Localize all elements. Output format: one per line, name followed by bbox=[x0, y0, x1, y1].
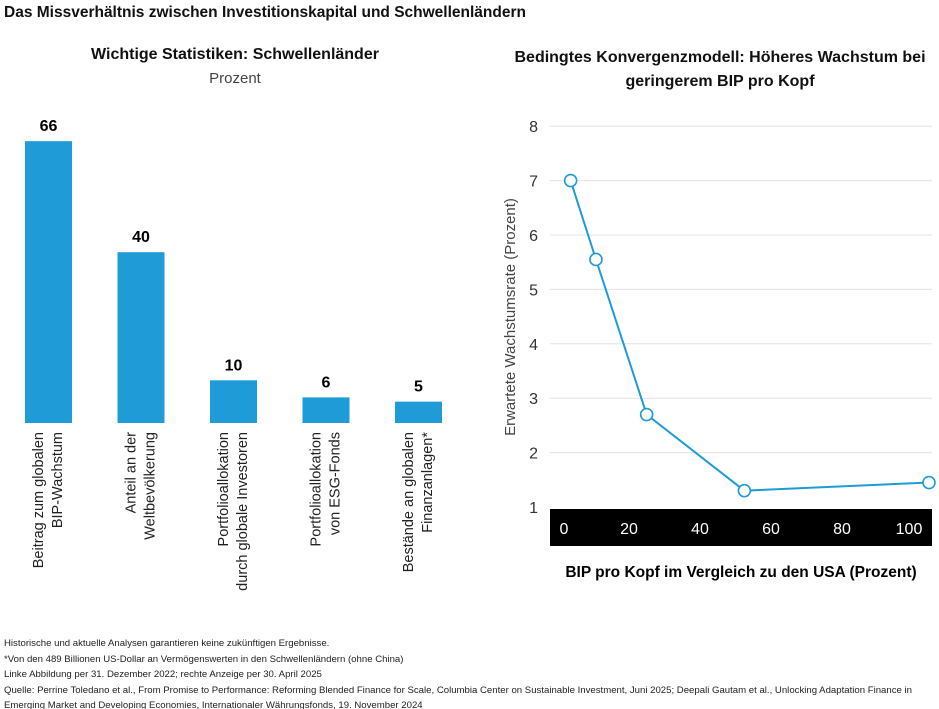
y-tick-label: 7 bbox=[529, 174, 538, 191]
bar-value-label: 10 bbox=[225, 357, 243, 374]
category-label: BIP-Wachstum bbox=[50, 432, 66, 528]
x-axis-label: BIP pro Kopf im Vergleich zu den USA (Pr… bbox=[565, 564, 916, 581]
note: Historische und aktuelle Analysen garant… bbox=[4, 638, 330, 649]
data-point bbox=[737, 483, 752, 498]
y-tick-label: 6 bbox=[529, 228, 538, 245]
x-tick-label: 0 bbox=[560, 521, 569, 538]
bar bbox=[25, 141, 72, 423]
note: *Von den 489 Billionen US-Dollar an Verm… bbox=[4, 653, 404, 665]
y-tick-label: 8 bbox=[529, 119, 538, 136]
data-point bbox=[639, 407, 654, 422]
category-label: Weltbevölkerung bbox=[143, 432, 159, 540]
bar-value-label: 5 bbox=[414, 379, 423, 396]
category-label: Portfolioallokation bbox=[216, 432, 232, 546]
y-tick-label: 2 bbox=[529, 446, 538, 463]
bar bbox=[117, 252, 165, 423]
bar-chart-subtitle: Prozent bbox=[209, 70, 261, 87]
note: Quelle: Perrine Toledano et al., From Pr… bbox=[4, 684, 912, 696]
bar-value-label: 40 bbox=[132, 229, 150, 246]
y-tick-label: 5 bbox=[529, 282, 538, 299]
x-tick-label: 20 bbox=[620, 521, 638, 538]
bar bbox=[210, 380, 257, 423]
x-tick-label: 60 bbox=[762, 521, 780, 538]
bar-chart-title: Wichtige Statistiken: Schwellenländer bbox=[91, 46, 379, 63]
category-label: Finanzanlagen* bbox=[420, 432, 436, 533]
y-tick-label: 1 bbox=[529, 500, 538, 517]
category-label: Beitrag zum globalen bbox=[31, 432, 47, 568]
bar-value-label: 66 bbox=[40, 118, 58, 135]
category-label: Anteil an der bbox=[124, 432, 140, 514]
note: Emerging Market and Developing Economies… bbox=[4, 700, 423, 709]
note: Linke Abbildung per 31. Dezember 2022; r… bbox=[4, 669, 322, 681]
data-point bbox=[922, 475, 936, 490]
y-tick-label: 3 bbox=[529, 391, 538, 408]
footnotes: Historische und aktuelle Analysen garant… bbox=[4, 636, 912, 709]
x-tick-label: 40 bbox=[691, 521, 709, 538]
category-label: Bestände an globalen bbox=[401, 432, 417, 572]
data-point bbox=[563, 173, 578, 188]
y-axis-label: Erwartete Wachstumsrate (Prozent) bbox=[502, 198, 519, 436]
data-point bbox=[589, 252, 603, 267]
category-label: von ESG-Fonds bbox=[328, 432, 344, 535]
x-tick-label: 80 bbox=[833, 521, 851, 538]
x-axis-band bbox=[550, 509, 932, 546]
bar bbox=[395, 401, 442, 423]
main-title: Das Missverhältnis zwischen Investitions… bbox=[4, 4, 526, 21]
line-chart-title: Bedingtes Konvergenzmodell: Höheres Wach… bbox=[514, 49, 926, 90]
y-tick-label: 4 bbox=[529, 337, 538, 354]
series-line bbox=[569, 180, 930, 492]
x-tick-label: 100 bbox=[896, 521, 923, 538]
category-label: Portfolioallokation bbox=[309, 432, 325, 546]
bar-value-label: 6 bbox=[322, 374, 331, 391]
bar bbox=[302, 397, 350, 423]
category-label: durch globale Investoren bbox=[235, 432, 251, 591]
